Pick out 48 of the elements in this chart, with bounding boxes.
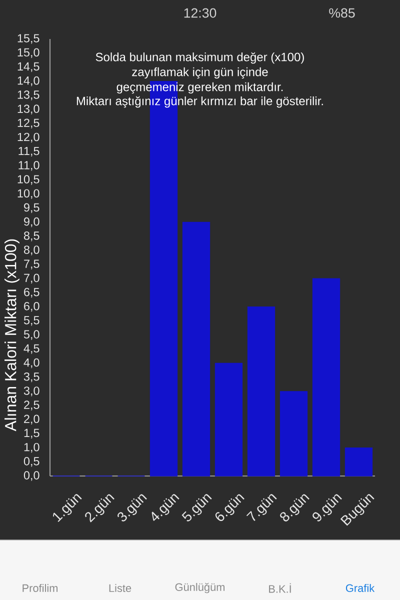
text: B.K.İ: [269, 583, 291, 593]
y-tick-label: 4,5: [24, 344, 40, 354]
bar: [247, 306, 276, 476]
bar: [182, 222, 210, 476]
bar: [344, 447, 373, 476]
y-tick-label: 3,0: [24, 386, 40, 396]
y-tick-label: 10,0: [18, 189, 40, 199]
y-tick-label: 14,5: [18, 62, 40, 72]
bar: [312, 278, 340, 476]
y-tick-label: 2,5: [24, 400, 40, 410]
y-tick-label: 15,5: [18, 34, 40, 44]
y-tick-label: 2,0: [24, 414, 40, 424]
y-tick-label: 6,5: [24, 288, 40, 298]
y-tick-label: 8,5: [24, 232, 40, 242]
y-tick-label: 9,5: [24, 203, 40, 214]
y-tick-label: 1,0: [24, 442, 40, 453]
annotation: Solda bulunan maksimum değer (x100): [96, 52, 304, 64]
text: Liste: [109, 584, 132, 592]
text: %85: [329, 8, 355, 18]
y-tick-label: 7,0: [24, 274, 40, 284]
annotation: zayıflamak için gün içinde: [132, 67, 268, 79]
text: Günlüğüm: [175, 582, 224, 594]
y-tick-label: 11,0: [18, 161, 40, 171]
y-tick-label: 0,0: [24, 471, 40, 481]
y-tick-label: 5,0: [24, 330, 40, 340]
y-tick-label: 11,5: [18, 146, 40, 157]
text: Grafik: [346, 584, 375, 592]
y-tick-label: 12,5: [18, 118, 40, 128]
y-tick-label: 3,5: [24, 372, 40, 382]
y-tick-label: 14,0: [18, 76, 40, 86]
y-tick-label: 12,0: [18, 132, 40, 143]
y-tick-label: 7,5: [24, 260, 40, 270]
bar: [214, 362, 243, 476]
bar: [280, 391, 308, 476]
y-tick-label: 9,0: [24, 217, 40, 228]
y-tick-label: 1,5: [24, 428, 40, 438]
text: Profilim: [22, 584, 58, 592]
y-tick-label: 6,0: [24, 302, 40, 312]
text: 12:30: [184, 8, 216, 18]
y-tick-label: 10,5: [18, 175, 40, 185]
y-tick-label: 4,0: [24, 358, 40, 368]
y-tick-label: 13,5: [18, 90, 40, 100]
y-tick-label: 15,0: [18, 48, 40, 58]
y-axis-title: Alınan Kalori Miktarı (x100): [4, 239, 20, 432]
y-tick-label: 5,5: [24, 316, 40, 326]
y-tick-label: 13,0: [18, 104, 40, 114]
y-tick-label: 8,0: [24, 246, 40, 256]
y-tick-label: 0,5: [24, 457, 40, 467]
